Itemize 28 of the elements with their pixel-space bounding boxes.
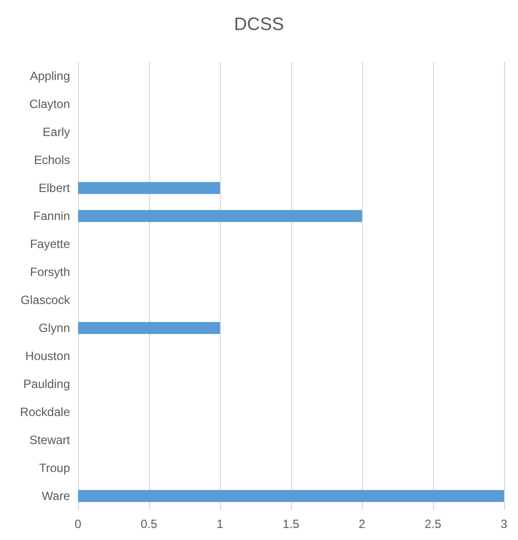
y-tick-label: Paulding [23, 377, 70, 391]
x-tick-label: 1.5 [282, 517, 300, 531]
y-tick-label: Houston [25, 349, 70, 363]
x-tick-label: 1 [216, 517, 224, 531]
x-tick-label: 3 [500, 517, 508, 531]
x-tick-label: 2 [358, 517, 366, 531]
y-tick-label: Troup [39, 461, 70, 475]
y-tick-label: Appling [30, 69, 70, 83]
y-tick-label: Glascock [20, 293, 71, 307]
y-tick-label: Glynn [38, 321, 70, 335]
y-tick-label: Clayton [29, 97, 70, 111]
y-tick-label: Stewart [29, 433, 71, 447]
y-tick-label: Fayette [30, 237, 70, 251]
bar [78, 322, 220, 334]
x-tick-label: 2.5 [424, 517, 442, 531]
y-tick-label: Echols [34, 153, 70, 167]
y-tick-label: Early [42, 125, 70, 139]
y-tick-label: Elbert [38, 181, 71, 195]
y-tick-label: Rockdale [20, 405, 70, 419]
bar [78, 182, 220, 194]
chart-title: DCSS [234, 14, 284, 34]
bar [78, 490, 504, 502]
y-tick-label: Forsyth [30, 265, 70, 279]
x-tick-label: 0.5 [140, 517, 158, 531]
y-tick-label: Ware [42, 489, 70, 503]
bar [78, 210, 362, 222]
y-tick-label: Fannin [33, 209, 70, 223]
x-tick-label: 0 [74, 517, 82, 531]
